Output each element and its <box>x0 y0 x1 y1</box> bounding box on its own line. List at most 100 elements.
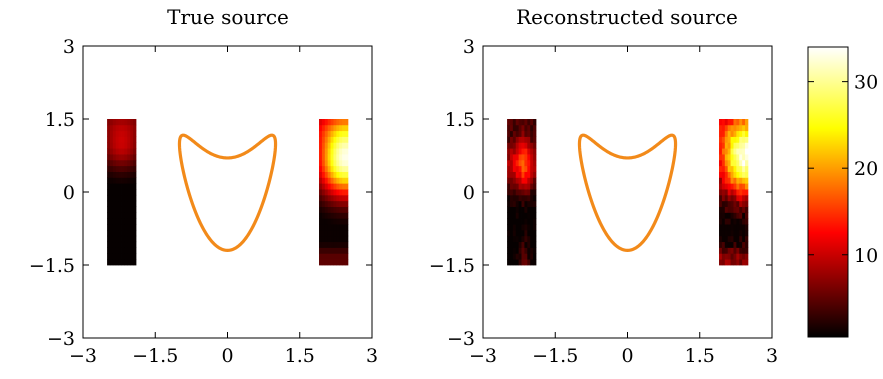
heatmap-cell <box>339 241 343 248</box>
heatmap-cell <box>745 247 749 254</box>
heatmap-cell <box>515 154 520 161</box>
heatmap-cell <box>724 171 729 178</box>
heatmap-cell <box>127 218 131 225</box>
heatmap-cell <box>345 206 349 213</box>
heatmap-cell <box>739 159 743 167</box>
heatmap-cell <box>127 124 131 132</box>
heatmap-cell <box>739 229 743 237</box>
heatmap-cell <box>730 124 734 132</box>
heatmap-cell <box>736 189 740 196</box>
heatmap-cell <box>512 142 517 149</box>
heatmap-cell <box>739 177 743 184</box>
heatmap-cell <box>130 194 134 202</box>
y-tick-label: −3 <box>447 328 475 350</box>
heatmap-cell <box>121 206 125 213</box>
heatmap-cell <box>507 212 511 219</box>
heatmap-cell <box>112 171 117 178</box>
heatmap-cell <box>327 189 331 196</box>
heatmap-cell <box>724 130 729 137</box>
heatmap-cell <box>321 119 326 126</box>
heatmap-cell <box>342 142 346 149</box>
heatmap-cell <box>719 200 723 207</box>
heatmap-cell <box>507 241 511 248</box>
heatmap-cell <box>127 171 131 178</box>
heatmap-cell <box>107 253 111 260</box>
heatmap-cell <box>742 235 746 243</box>
heatmap-cell <box>327 148 331 155</box>
heatmap-cell <box>333 148 337 155</box>
heatmap-cell <box>507 159 511 167</box>
heatmap-cell <box>733 189 737 196</box>
heatmap-cell <box>319 247 323 254</box>
heatmap-cell <box>507 229 511 237</box>
heatmap-cell <box>745 212 749 219</box>
heatmap-cell <box>115 136 120 143</box>
heatmap-cell <box>742 206 746 213</box>
heatmap-cell <box>130 224 134 231</box>
heatmap-cell <box>512 241 517 248</box>
heatmap-cell <box>121 259 125 266</box>
heatmap-cell <box>721 154 726 161</box>
heatmap-cell <box>107 241 111 248</box>
heatmap-cell <box>742 119 746 126</box>
heatmap-cell <box>507 136 511 143</box>
x-tick-label: −1.5 <box>532 345 578 367</box>
heatmap-cell <box>724 177 729 184</box>
heatmap-cell <box>515 171 520 178</box>
heatmap-cell <box>115 259 120 266</box>
heatmap-cell <box>745 177 749 184</box>
heatmap-cell <box>736 194 740 202</box>
heatmap-cell <box>342 247 346 254</box>
heatmap-cell <box>736 148 740 155</box>
heatmap-cell <box>518 130 522 137</box>
heatmap-cell <box>339 165 343 172</box>
heatmap-cell <box>730 189 734 196</box>
heatmap-cell <box>321 189 326 196</box>
heatmap-cell <box>109 206 114 213</box>
heatmap-cell <box>130 247 134 254</box>
heatmap-cell <box>339 253 343 260</box>
heatmap-cell <box>107 259 111 266</box>
heatmap-cell <box>730 229 734 237</box>
heatmap-cell <box>518 206 522 213</box>
heatmap-cell <box>333 142 337 149</box>
heatmap-cell <box>336 259 340 266</box>
heatmap-cell <box>727 171 731 178</box>
heatmap-cell <box>518 241 522 248</box>
heatmap-cell <box>527 212 531 219</box>
heatmap-cell <box>521 235 525 243</box>
heatmap-cell <box>719 247 723 254</box>
heatmap-cell <box>524 247 528 254</box>
heatmap-cell <box>527 124 531 132</box>
heatmap-cell <box>521 259 525 266</box>
heatmap-cell <box>130 253 134 260</box>
heatmap-cell <box>124 165 128 172</box>
heatmap-cell <box>518 177 522 184</box>
heatmap-cell <box>509 159 514 167</box>
heatmap-cell <box>515 259 520 266</box>
heatmap-cell <box>319 177 323 184</box>
heatmap-cell <box>130 189 134 196</box>
heatmap-cell <box>130 136 134 143</box>
heatmap-cell <box>719 194 723 202</box>
heatmap-cell <box>719 241 723 248</box>
heatmap-cell <box>507 218 511 225</box>
heatmap-cell <box>319 218 323 225</box>
heatmap-cell <box>324 229 329 237</box>
heatmap-cell <box>130 119 134 126</box>
colorbar-tick-label: 10 <box>854 245 878 267</box>
heatmap-cell <box>342 189 346 196</box>
heatmap-cell <box>333 154 337 161</box>
heatmap-cell <box>339 212 343 219</box>
heatmap-cell <box>515 253 520 260</box>
heatmap-cell <box>524 171 528 178</box>
heatmap-cell <box>127 206 131 213</box>
heatmap-cell <box>324 124 329 132</box>
y-tick-label: 1.5 <box>445 109 475 131</box>
heatmap-cell <box>130 148 134 155</box>
heatmap-cell <box>345 130 349 137</box>
heatmap-cell <box>742 253 746 260</box>
heatmap-cell <box>733 241 737 248</box>
heatmap-cell <box>333 130 337 137</box>
heatmap-cell <box>336 130 340 137</box>
